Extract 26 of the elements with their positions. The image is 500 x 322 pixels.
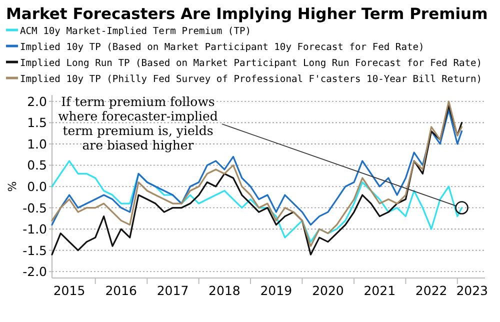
x-tick-label: 2019 bbox=[260, 283, 292, 298]
legend-label: ACM 10y Market-Implied Term Premium (TP) bbox=[20, 26, 252, 37]
x-tick-label: 2021 bbox=[364, 283, 396, 298]
legend-label: Implied Long Run TP (Based on Market Participant Long Run Forecast for Fed Rate) bbox=[20, 58, 482, 69]
x-tick-label: 2016 bbox=[105, 283, 138, 298]
chart-title: Market Forecasters Are Implying Higher Term Premium bbox=[6, 5, 488, 23]
x-tick-label: 2015 bbox=[53, 283, 86, 298]
legend-label: Implied 10y TP (Based on Market Participant 10y Forecast for Fed Rate) bbox=[20, 42, 424, 53]
x-tick-label: 2018 bbox=[208, 283, 240, 298]
y-tick-label: 0.0 bbox=[27, 179, 48, 194]
y-tick-label: 0.5 bbox=[27, 158, 47, 173]
y-tick-label: -1.0 bbox=[22, 222, 48, 237]
line-series bbox=[51, 109, 463, 226]
x-tick-label: 2020 bbox=[312, 283, 344, 298]
y-tick-label: 2.0 bbox=[27, 94, 48, 109]
x-tick-label: 2023 bbox=[456, 283, 488, 298]
y-axis-title: % bbox=[6, 181, 19, 192]
y-tick-label: -0.5 bbox=[22, 200, 47, 216]
y-tick-label: -1.5 bbox=[22, 242, 47, 258]
y-tick-label: 1.0 bbox=[27, 136, 48, 152]
y-tick-label: -2.0 bbox=[22, 264, 48, 280]
legend-label: Implied 10y TP (Philly Fed Survey of Professional F'casters 10-Year Bill Return) bbox=[20, 74, 482, 85]
annotation: If term premium follows where forecaster-implied term premium is, yields are biased higher bbox=[58, 94, 218, 152]
x-tick-label: 2022 bbox=[415, 283, 448, 298]
x-tick-label: 2017 bbox=[156, 283, 189, 298]
y-tick-label: 1.5 bbox=[27, 115, 47, 130]
